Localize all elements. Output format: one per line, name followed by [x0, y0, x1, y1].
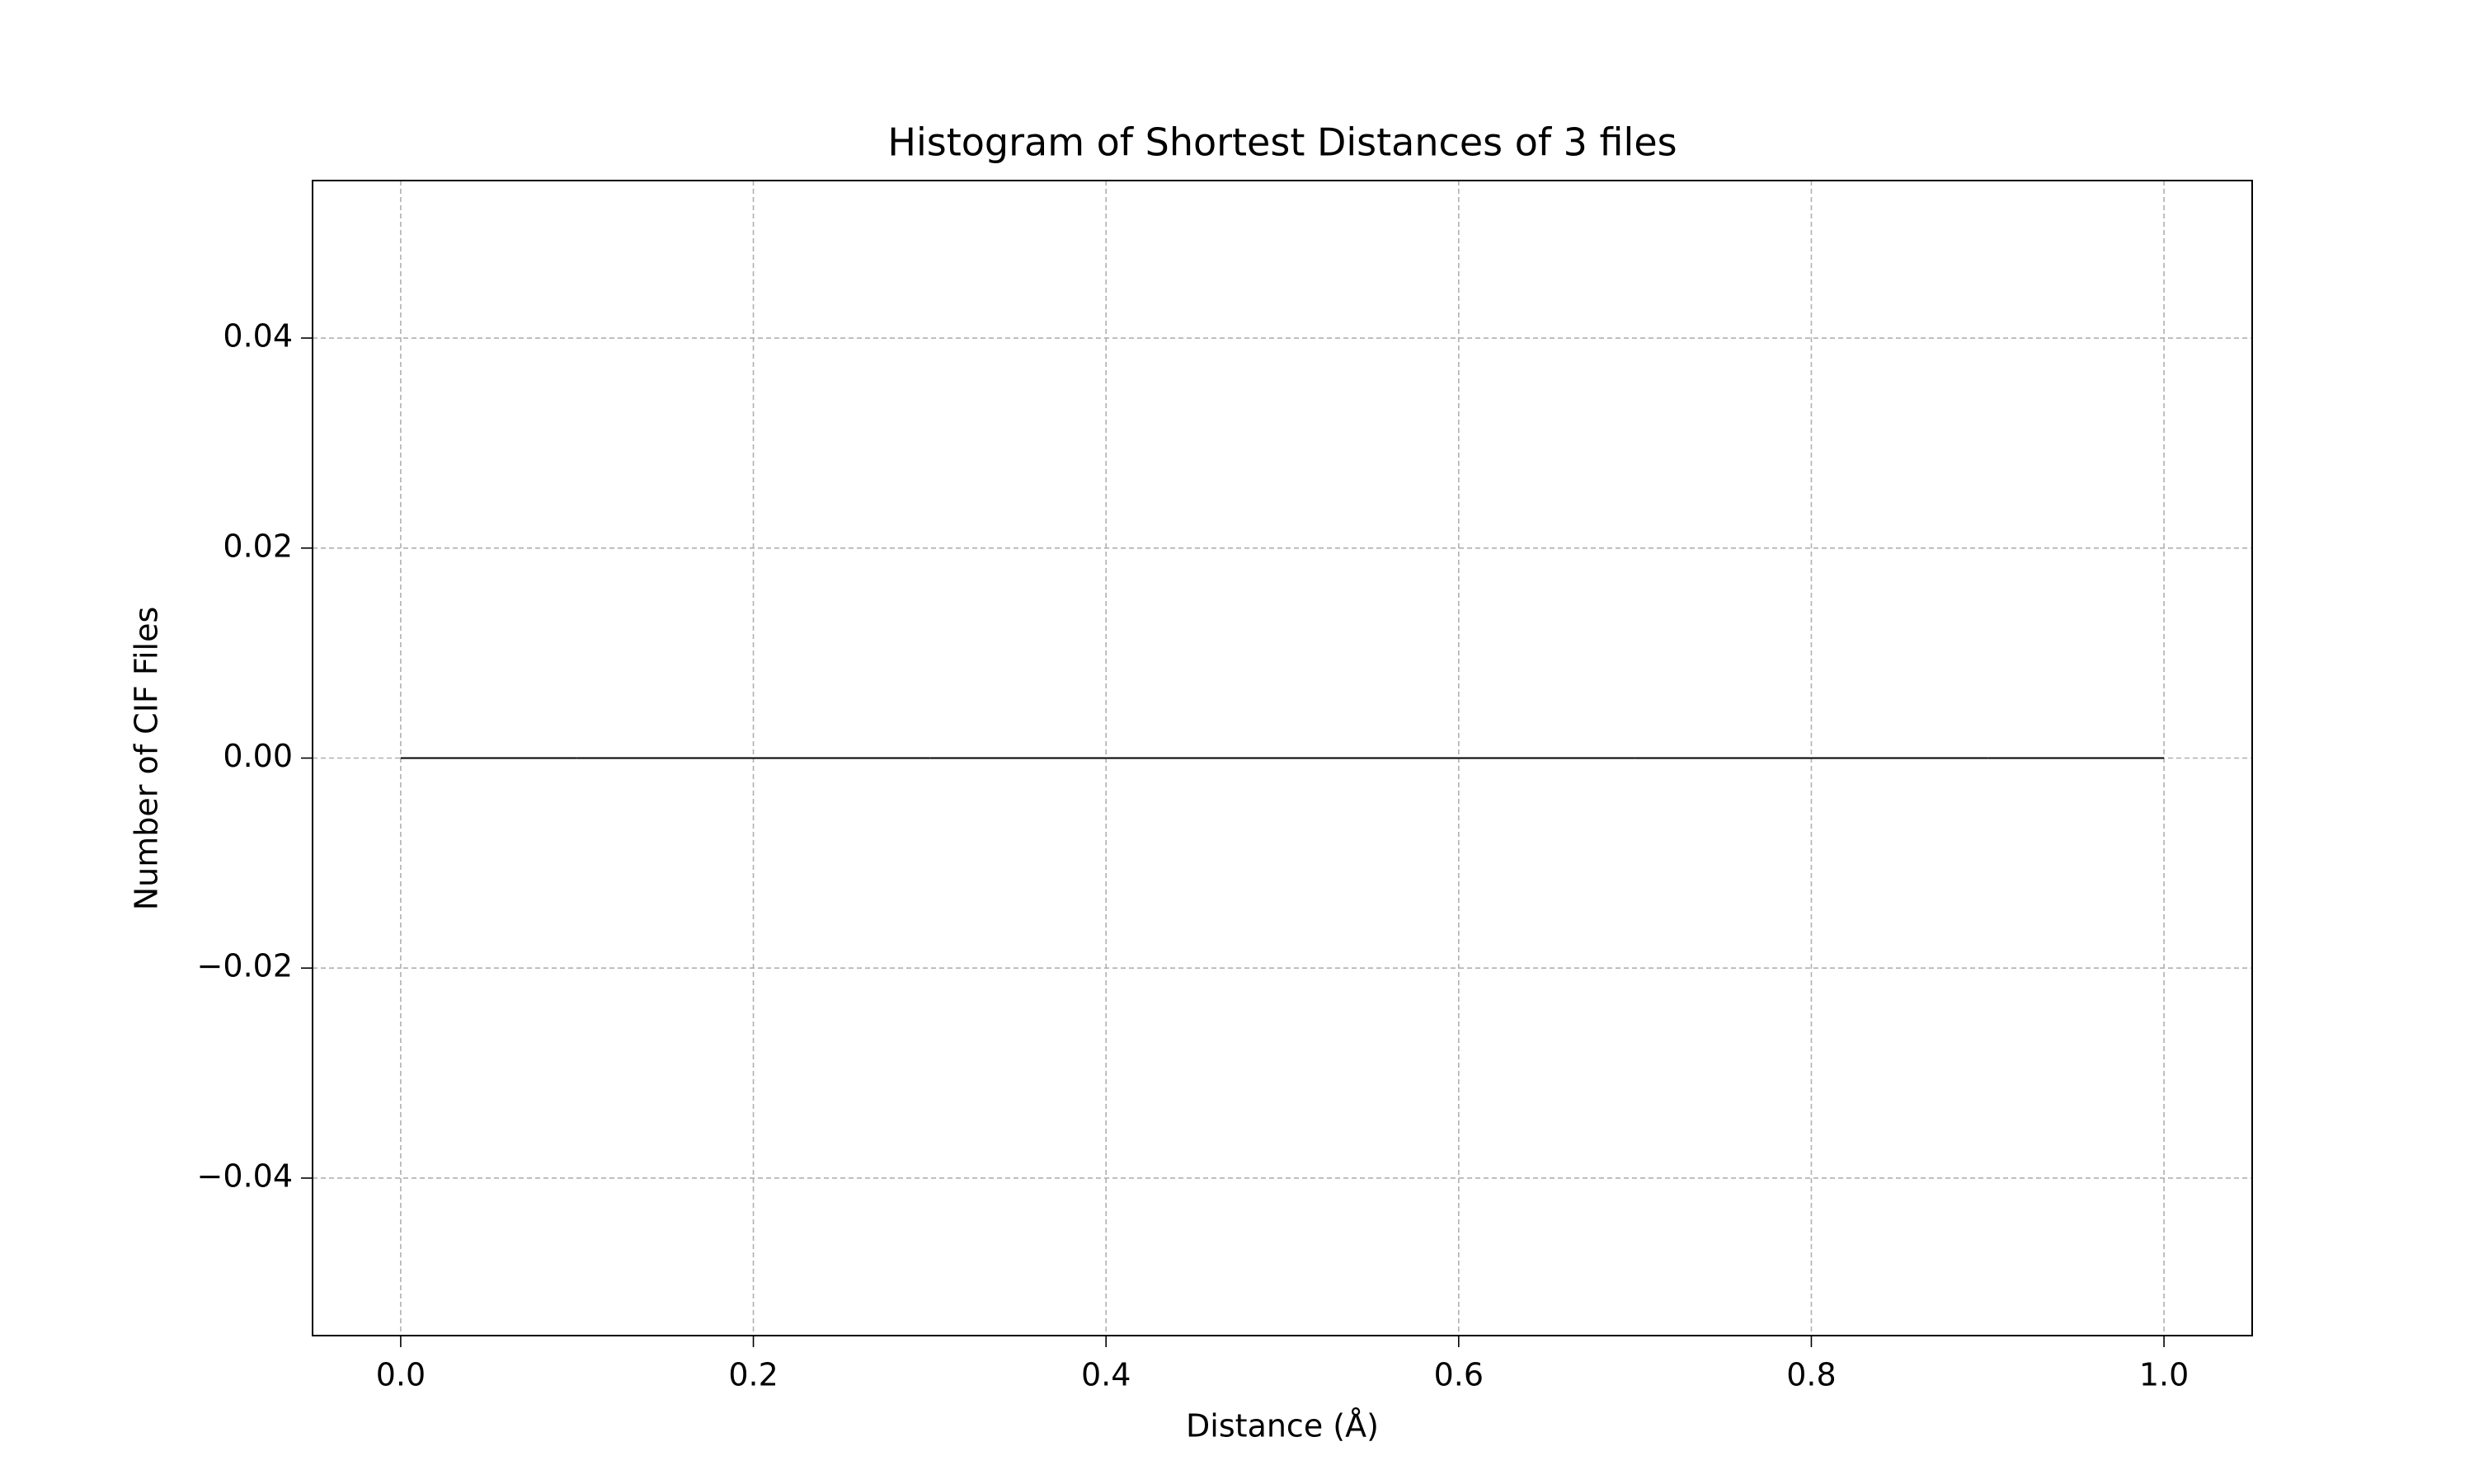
y-tick-label: 0.02: [223, 528, 293, 564]
y-tick-label: −0.02: [197, 948, 293, 984]
plot-frame: [312, 180, 2253, 1336]
x-tick-label: 0.6: [1434, 1357, 1484, 1393]
y-axis-label: Number of CIF Files: [129, 607, 165, 911]
x-tick-label: 0.2: [728, 1357, 778, 1393]
chart-title: Histogram of Shortest Distances of 3 fil…: [887, 120, 1677, 165]
x-tick-label: 0.0: [376, 1357, 426, 1393]
x-tick-label: 1.0: [2139, 1357, 2189, 1393]
y-tick-label: 0.00: [223, 738, 293, 774]
x-axis-label: Distance (Å): [1186, 1408, 1379, 1444]
y-tick-label: −0.04: [197, 1158, 293, 1194]
x-tick-label: 0.4: [1081, 1357, 1131, 1393]
x-tick-label: 0.8: [1786, 1357, 1836, 1393]
y-tick-label: 0.04: [223, 318, 293, 355]
